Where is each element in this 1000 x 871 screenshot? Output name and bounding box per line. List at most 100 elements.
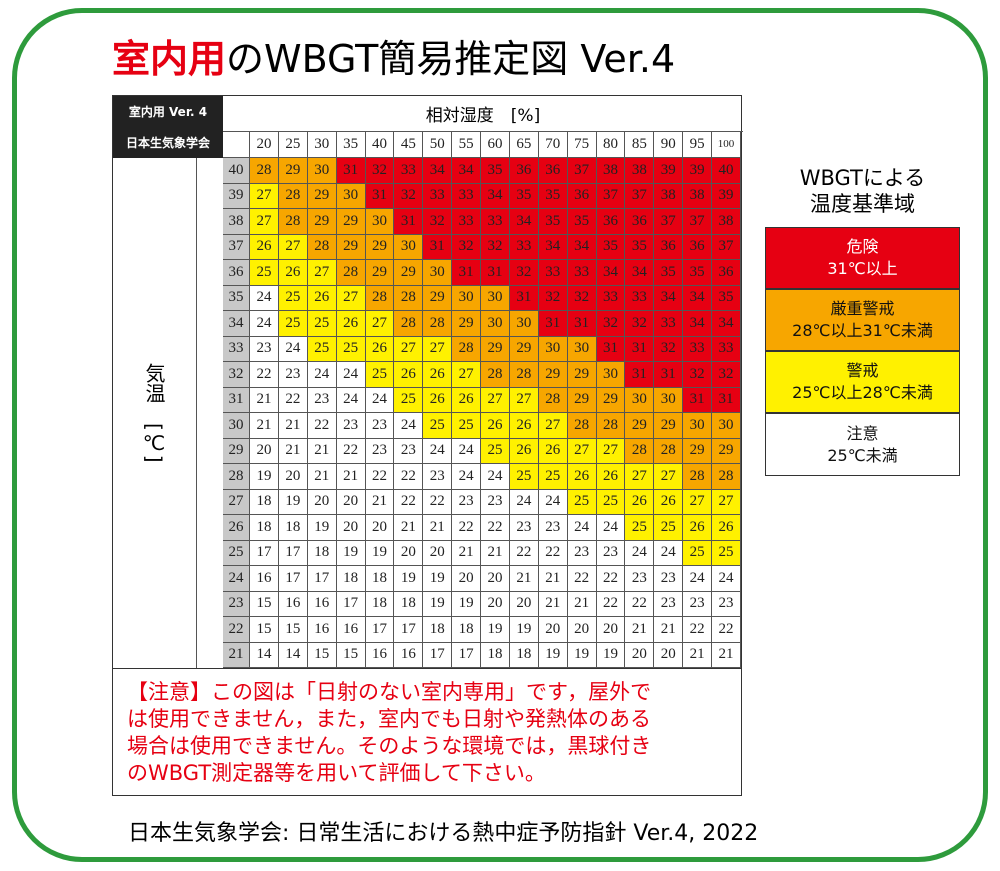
wbgt-cell: 26 <box>509 438 539 464</box>
wbgt-cell: 23 <box>625 566 655 592</box>
wbgt-cell: 29 <box>278 158 308 184</box>
note-line: 【注意】この図は「日射のない室内専用」です，屋外で <box>127 680 652 704</box>
wbgt-cell: 28 <box>481 362 510 388</box>
wbgt-cell: 26 <box>509 413 539 439</box>
humidity-header: 100 <box>712 131 741 158</box>
wbgt-cell: 25 <box>336 336 366 362</box>
note-line: は使用できません，また，室内でも日射や発熱体のある <box>127 707 651 731</box>
legend-level: 危険 31℃以上 <box>765 227 960 289</box>
humidity-header: 75 <box>567 131 597 158</box>
wbgt-cell: 21 <box>423 515 453 541</box>
wbgt-cell: 36 <box>712 260 741 286</box>
wbgt-cell: 30 <box>452 285 482 311</box>
wbgt-cell: 22 <box>423 489 453 515</box>
wbgt-cell: 30 <box>336 183 366 209</box>
temp-header: 27 <box>223 489 250 515</box>
wbgt-cell: 29 <box>307 209 337 235</box>
wbgt-cell: 25 <box>394 387 424 413</box>
wbgt-cell: 23 <box>538 515 568 541</box>
wbgt-cell: 18 <box>509 642 539 668</box>
wbgt-cell: 25 <box>538 464 568 490</box>
wbgt-cell: 38 <box>683 183 713 209</box>
wbgt-cell: 22 <box>250 362 279 388</box>
wbgt-cell: 24 <box>452 464 482 490</box>
wbgt-cell: 32 <box>683 362 713 388</box>
legend-level: 注意 25℃未満 <box>765 413 960 476</box>
wbgt-cell: 16 <box>250 566 279 592</box>
wbgt-cell: 32 <box>625 311 655 337</box>
wbgt-cell: 32 <box>596 311 626 337</box>
temp-header: 26 <box>223 515 250 541</box>
legend-level-name: 危険 <box>846 237 879 256</box>
wbgt-cell: 24 <box>336 387 366 413</box>
wbgt-cell: 29 <box>625 413 655 439</box>
wbgt-cell: 27 <box>394 336 424 362</box>
wbgt-cell: 27 <box>625 464 655 490</box>
wbgt-cell: 23 <box>394 438 424 464</box>
wbgt-cell: 31 <box>712 387 741 413</box>
wbgt-cell: 20 <box>278 464 308 490</box>
temp-header: 21 <box>223 642 250 668</box>
wbgt-cell: 27 <box>712 489 741 515</box>
wbgt-cell: 27 <box>336 285 366 311</box>
humidity-header: 70 <box>538 131 568 158</box>
wbgt-cell: 24 <box>625 540 655 566</box>
wbgt-cell: 33 <box>509 234 539 260</box>
wbgt-cell: 39 <box>712 183 741 209</box>
wbgt-cell: 15 <box>250 617 279 643</box>
header-blank <box>223 131 250 158</box>
wbgt-cell: 29 <box>394 260 424 286</box>
wbgt-cell: 29 <box>509 336 539 362</box>
wbgt-cell: 22 <box>596 566 626 592</box>
wbgt-cell: 15 <box>336 642 366 668</box>
wbgt-cell: 35 <box>683 260 713 286</box>
wbgt-cell: 23 <box>250 336 279 362</box>
wbgt-cell: 36 <box>509 158 539 184</box>
corner-text: 室内用 Ver. 4 <box>128 105 208 119</box>
wbgt-cell: 29 <box>307 183 337 209</box>
wbgt-cell: 23 <box>336 413 366 439</box>
wbgt-cell: 30 <box>394 234 424 260</box>
wbgt-cell: 23 <box>567 540 597 566</box>
wbgt-cell: 21 <box>336 464 366 490</box>
wbgt-cell: 26 <box>625 489 655 515</box>
wbgt-cell: 38 <box>596 158 626 184</box>
wbgt-table: 室内用 Ver. 4 日本生気象学会 相対湿度 [%] 気温 [℃] 20 25 30 35 4… <box>112 95 743 669</box>
wbgt-cell: 19 <box>365 540 395 566</box>
wbgt-cell: 35 <box>509 183 539 209</box>
wbgt-cell: 22 <box>538 540 568 566</box>
wbgt-cell: 26 <box>452 387 482 413</box>
wbgt-cell: 23 <box>307 387 337 413</box>
wbgt-cell: 21 <box>509 566 539 592</box>
wbgt-cell: 25 <box>307 336 337 362</box>
wbgt-cell: 20 <box>307 489 337 515</box>
wbgt-cell: 28 <box>250 158 279 184</box>
wbgt-cell: 23 <box>452 489 482 515</box>
wbgt-cell: 35 <box>538 183 568 209</box>
wbgt-cell: 34 <box>481 183 510 209</box>
wbgt-cell: 22 <box>336 438 366 464</box>
wbgt-cell: 25 <box>307 311 337 337</box>
wbgt-cell: 24 <box>481 464 510 490</box>
legend-title-line: WBGTによる <box>799 166 926 190</box>
wbgt-cell: 19 <box>423 566 453 592</box>
wbgt-cell: 33 <box>596 285 626 311</box>
wbgt-cell: 29 <box>336 209 366 235</box>
wbgt-cell: 17 <box>365 617 395 643</box>
wbgt-cell: 28 <box>567 413 597 439</box>
wbgt-cell: 18 <box>278 515 308 541</box>
wbgt-cell: 24 <box>596 515 626 541</box>
wbgt-cell: 33 <box>654 311 684 337</box>
wbgt-cell: 30 <box>596 362 626 388</box>
wbgt-cell: 30 <box>481 311 510 337</box>
wbgt-cell: 32 <box>538 285 568 311</box>
wbgt-cell: 33 <box>683 336 713 362</box>
note: 【注意】この図は「日射のない室内専用」です，屋外で は使用できません，また，室内で… <box>112 668 742 796</box>
wbgt-cell: 26 <box>683 515 713 541</box>
wbgt-cell: 20 <box>481 591 510 617</box>
wbgt-cell: 30 <box>683 413 713 439</box>
wbgt-cell: 29 <box>654 413 684 439</box>
wbgt-cell: 32 <box>654 336 684 362</box>
wbgt-cell: 33 <box>712 336 741 362</box>
wbgt-cell: 19 <box>509 617 539 643</box>
